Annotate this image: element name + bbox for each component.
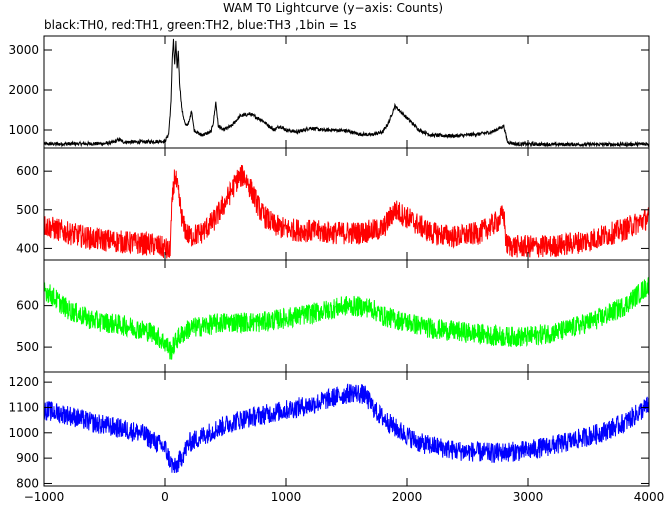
y-tick-label: 1000: [8, 123, 39, 137]
x-tick-label: −1000: [24, 490, 65, 504]
y-tick-label: 800: [16, 476, 39, 490]
panel-th0: 1000 2000 3000: [8, 35, 650, 149]
panel-frame: [43, 259, 650, 373]
chart-title: WAM T0 Lightcurve (y−axis: Counts): [222, 1, 444, 15]
x-tick-label: 2000: [392, 490, 423, 504]
series-th2-line: [44, 277, 649, 360]
panel-frame: [43, 371, 650, 487]
y-tick-label: 500: [16, 203, 39, 217]
panel-th3: 800 900 1000 1100 1200: [8, 371, 650, 490]
chart-subtitle: black:TH0, red:TH1, green:TH2, blue:TH3 …: [44, 18, 357, 32]
y-tick-label: 600: [16, 299, 39, 313]
x-tick-label: 4000: [634, 490, 665, 504]
y-tick-label: 1100: [8, 400, 39, 414]
x-tick-label: 1000: [271, 490, 302, 504]
y-tick-label: 1000: [8, 426, 39, 440]
series-th3-line: [44, 383, 649, 474]
y-tick-label: 600: [16, 164, 39, 178]
x-tick-label: 3000: [513, 490, 544, 504]
y-tick-label: 900: [16, 451, 39, 465]
y-tick-label: 500: [16, 340, 39, 354]
panel-th2: 500 600: [16, 259, 650, 373]
series-th0-line: [44, 38, 649, 148]
y-tick-label: 400: [16, 241, 39, 255]
y-tick-label: 2000: [8, 83, 39, 97]
panels-layer: 1000 2000 3000 400 500 600 500 600 800 900 1000 110…: [8, 35, 650, 490]
series-th1-line: [44, 164, 649, 259]
x-tick-label: 0: [161, 490, 169, 504]
y-tick-label: 3000: [8, 43, 39, 57]
panel-th1: 400 500 600: [16, 147, 650, 261]
x-tick-labels: −1000 0 1000 2000 3000 4000: [24, 490, 665, 504]
y-tick-label: 1200: [8, 375, 39, 389]
